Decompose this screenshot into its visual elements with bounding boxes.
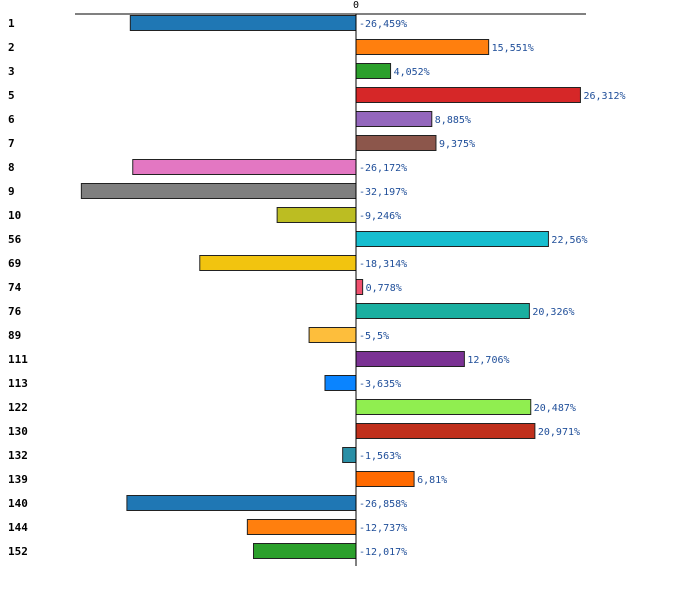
value-label-3: 4,052% — [394, 67, 430, 78]
category-label-152: 152 — [8, 545, 28, 558]
category-label-76: 76 — [8, 305, 22, 318]
category-label-69: 69 — [8, 257, 21, 270]
category-label-111: 111 — [8, 353, 28, 366]
category-label-56: 56 — [8, 233, 22, 246]
bar-130 — [355, 423, 536, 439]
category-label-122: 122 — [8, 401, 28, 414]
category-label-8: 8 — [8, 161, 15, 174]
category-label-139: 139 — [8, 473, 28, 486]
category-label-9: 9 — [8, 185, 15, 198]
bar-56 — [355, 231, 549, 247]
category-label-7: 7 — [8, 137, 15, 150]
category-label-89: 89 — [8, 329, 21, 342]
bar-132 — [342, 447, 357, 463]
value-label-139: 6,81% — [417, 475, 447, 486]
category-label-74: 74 — [8, 281, 22, 294]
bar-144 — [246, 519, 357, 535]
value-label-69: -18,314% — [359, 259, 407, 270]
value-label-56: 22,56% — [551, 235, 587, 246]
category-label-3: 3 — [8, 65, 15, 78]
category-label-10: 10 — [8, 209, 21, 222]
category-label-6: 6 — [8, 113, 15, 126]
category-label-113: 113 — [8, 377, 28, 390]
bar-10 — [276, 207, 357, 223]
value-label-74: 0,778% — [366, 283, 402, 294]
value-label-76: 20,326% — [532, 307, 574, 318]
value-label-132: -1,563% — [359, 451, 401, 462]
value-label-5: 26,312% — [583, 91, 625, 102]
category-label-144: 144 — [8, 521, 28, 534]
category-label-140: 140 — [8, 497, 28, 510]
bar-69 — [199, 255, 357, 271]
bar-140 — [126, 495, 357, 511]
value-label-8: -26,172% — [359, 163, 407, 174]
category-label-130: 130 — [8, 425, 28, 438]
bar-74 — [355, 279, 364, 295]
bar-2 — [355, 39, 490, 55]
bar-6 — [355, 111, 433, 127]
category-label-5: 5 — [8, 89, 15, 102]
bar-76 — [355, 303, 530, 319]
zero-tick-label: 0 — [353, 0, 359, 11]
value-label-130: 20,971% — [538, 427, 580, 438]
category-label-2: 2 — [8, 41, 15, 54]
bar-152 — [252, 543, 357, 559]
bar-139 — [355, 471, 415, 487]
bar-8 — [132, 159, 357, 175]
bar-111 — [355, 351, 465, 367]
value-label-89: -5,5% — [359, 331, 389, 342]
value-label-113: -3,635% — [359, 379, 401, 390]
bar-5 — [355, 87, 581, 103]
value-label-2: 15,551% — [492, 43, 534, 54]
category-label-132: 132 — [8, 449, 28, 462]
bar-3 — [355, 63, 392, 79]
bar-113 — [324, 375, 357, 391]
value-label-152: -12,017% — [359, 547, 407, 558]
value-label-6: 8,885% — [435, 115, 471, 126]
value-label-140: -26,858% — [359, 499, 407, 510]
bar-89 — [308, 327, 357, 343]
value-label-1: -26,459% — [359, 19, 407, 30]
bar-122 — [355, 399, 532, 415]
value-label-9: -32,197% — [359, 187, 407, 198]
bar-7 — [355, 135, 437, 151]
bar-1 — [129, 15, 357, 31]
value-label-10: -9,246% — [359, 211, 401, 222]
value-label-7: 9,375% — [439, 139, 475, 150]
value-label-144: -12,737% — [359, 523, 407, 534]
bar-9 — [80, 183, 357, 199]
value-label-122: 20,487% — [534, 403, 576, 414]
category-label-1: 1 — [8, 17, 15, 30]
value-label-111: 12,706% — [467, 355, 509, 366]
